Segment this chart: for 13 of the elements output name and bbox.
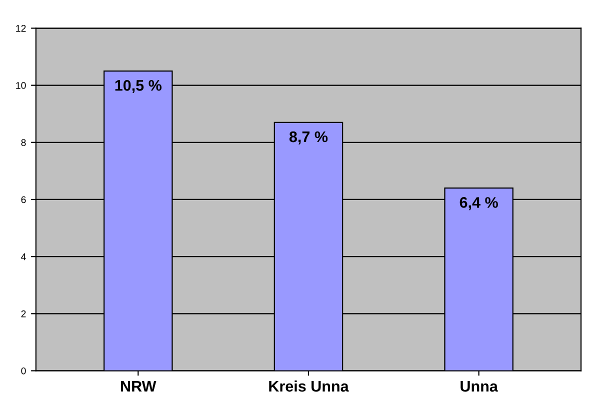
data-label: 10,5 % — [115, 80, 162, 94]
y-tick-label: 10 — [16, 82, 26, 89]
x-tick-label: NRW — [121, 381, 156, 392]
data-label: 6,4 % — [460, 197, 498, 210]
data-label: 8,7 % — [289, 131, 328, 144]
y-tick-label: 2 — [21, 310, 26, 318]
x-tick-label: Unna — [460, 381, 498, 392]
y-tick-label: 4 — [21, 253, 26, 260]
x-tick-label: Kreis Unna — [269, 380, 349, 392]
y-tick-label: 6 — [21, 196, 26, 204]
y-tick-label: 12 — [16, 24, 26, 32]
y-tick-label: 8 — [21, 139, 26, 146]
y-tick-label: 0 — [21, 367, 26, 374]
